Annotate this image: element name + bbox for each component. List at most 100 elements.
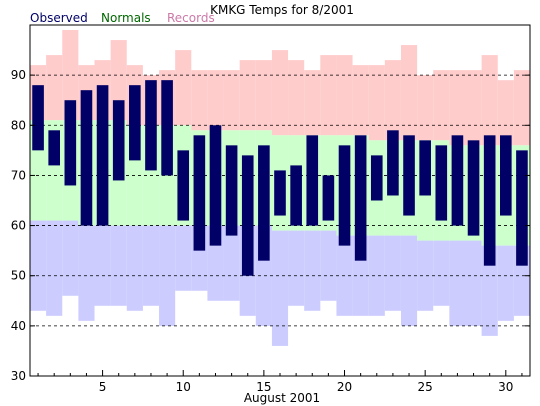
y-tick-label-60: 60 (11, 219, 26, 233)
record-low-band-day-6 (110, 225, 127, 306)
record-high-band-day-25 (417, 75, 434, 141)
observed-bar-day-6 (112, 100, 125, 181)
record-low-band-day-29 (481, 245, 498, 336)
x-tick-label-5: 5 (99, 380, 107, 394)
observed-bar-day-26 (435, 145, 448, 221)
y-tick-label-80: 80 (11, 118, 26, 132)
chart-title: KMKG Temps for 8/2001 (210, 3, 354, 17)
observed-bar-day-18 (306, 135, 319, 226)
legend-entry-observed: Observed (30, 11, 88, 25)
record-low-band-day-30 (497, 245, 514, 321)
record-high-band-day-6 (110, 40, 127, 121)
record-low-band-day-24 (400, 235, 418, 326)
observed-bar-day-24 (403, 135, 415, 216)
observed-bar-day-4 (80, 90, 93, 226)
record-low-band-day-9 (159, 225, 176, 326)
x-axis-label: August 2001 (244, 391, 320, 405)
observed-bar-day-15 (258, 145, 270, 261)
record-low-band-day-13 (223, 225, 240, 301)
legend-entry-normals: Normals (101, 11, 151, 25)
observed-bar-day-5 (96, 85, 109, 226)
observed-bar-day-25 (419, 140, 431, 196)
observed-bar-day-22 (370, 155, 383, 201)
record-high-band-day-12 (207, 70, 224, 131)
observed-bar-day-13 (225, 145, 238, 236)
observed-bar-day-17 (290, 165, 302, 226)
observed-bar-day-1 (32, 85, 44, 151)
y-tick-label-90: 90 (11, 68, 26, 82)
record-high-band-day-28 (465, 70, 482, 146)
record-low-band-day-26 (433, 240, 450, 306)
record-high-band-day-22 (368, 65, 385, 141)
record-low-band-day-23 (384, 235, 401, 311)
record-high-band-day-29 (481, 55, 498, 146)
record-high-band-day-27 (449, 70, 466, 146)
record-high-band-day-24 (400, 45, 418, 141)
record-high-band-day-13 (223, 70, 240, 131)
record-high-band-day-17 (288, 60, 305, 136)
record-low-band-day-19 (320, 230, 337, 301)
legend: Observed Normals Records (30, 11, 215, 25)
record-high-band-day-30 (497, 80, 514, 146)
record-low-band-day-27 (449, 240, 466, 326)
y-tick-label-50: 50 (11, 269, 26, 283)
record-low-band-day-4 (78, 225, 95, 321)
observed-bar-day-3 (64, 100, 77, 186)
observed-bar-day-30 (500, 135, 512, 216)
x-tick-label-15: 15 (256, 380, 271, 394)
observed-bar-day-29 (483, 135, 496, 266)
observed-bar-day-27 (451, 135, 464, 226)
record-low-band-day-25 (417, 240, 434, 311)
record-high-band-day-20 (336, 55, 353, 136)
record-low-band-day-5 (94, 225, 111, 306)
record-high-band-day-3 (62, 30, 79, 121)
legend-entry-records: Records (167, 11, 215, 25)
record-low-band-day-3 (62, 220, 79, 296)
x-tick-label-10: 10 (176, 380, 191, 394)
record-high-band-day-23 (384, 60, 401, 141)
x-tick-label-20: 20 (337, 380, 352, 394)
record-high-band-day-2 (46, 55, 63, 121)
record-high-band-day-10 (175, 50, 192, 126)
observed-bar-day-16 (274, 170, 286, 216)
x-tick-label-25: 25 (418, 380, 433, 394)
record-low-band-day-7 (126, 225, 143, 311)
observed-bar-day-31 (516, 150, 528, 266)
observed-bar-day-28 (467, 140, 480, 236)
y-tick-label-40: 40 (11, 319, 26, 333)
record-low-band-day-28 (465, 240, 482, 326)
record-high-band-day-11 (191, 70, 208, 131)
y-tick-label-70: 70 (11, 168, 26, 182)
record-low-band-day-22 (368, 235, 385, 316)
record-low-band-day-16 (271, 230, 289, 346)
observed-bar-day-10 (177, 150, 190, 221)
y-tick-label-30: 30 (11, 369, 26, 383)
record-high-band-day-26 (433, 70, 450, 141)
plot-area: 30 40 50 60 70 80 90 5 10 15 20 25 30 (11, 24, 531, 394)
observed-bar-day-21 (354, 135, 367, 261)
observed-bar-day-7 (129, 85, 141, 161)
record-low-band-day-18 (304, 230, 321, 311)
record-high-band-day-19 (320, 55, 337, 136)
record-low-band-day-1 (30, 220, 47, 311)
x-tick-label-30: 30 (498, 380, 513, 394)
record-low-band-day-2 (46, 220, 63, 316)
record-high-band-day-14 (239, 60, 256, 131)
record-high-band-day-21 (352, 65, 369, 136)
record-low-band-day-8 (142, 225, 160, 306)
observed-bar-day-23 (387, 130, 399, 196)
observed-bar-day-12 (209, 125, 222, 246)
observed-bar-day-20 (338, 145, 351, 246)
observed-bar-day-2 (48, 130, 60, 166)
record-low-band-day-10 (175, 225, 192, 291)
observed-bar-day-9 (161, 80, 173, 176)
record-high-band-day-31 (513, 70, 530, 146)
observed-bar-day-11 (193, 135, 206, 251)
record-high-band-day-15 (255, 60, 272, 131)
observed-bar-day-8 (145, 80, 157, 171)
record-high-band-day-18 (304, 70, 321, 136)
record-high-band-day-16 (271, 50, 289, 136)
record-low-band-day-17 (288, 230, 305, 306)
observed-bar-day-19 (322, 175, 335, 221)
